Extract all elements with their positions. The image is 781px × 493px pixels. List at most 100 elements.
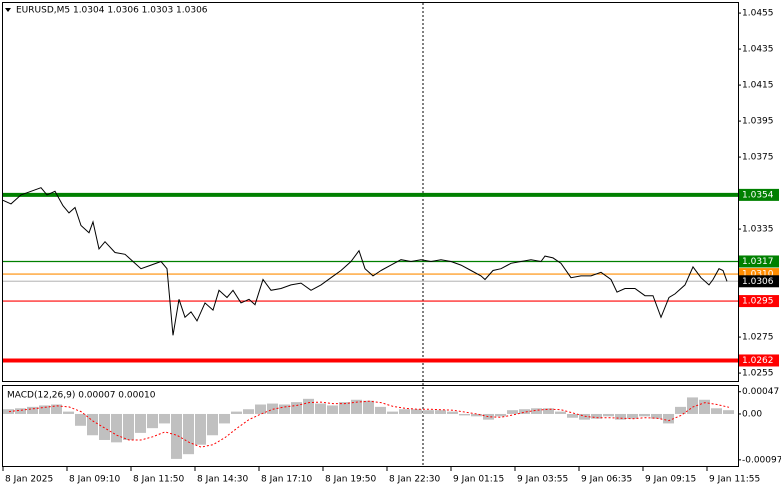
x-tick-label: 8 Jan 09:10 bbox=[69, 475, 121, 485]
x-tick-label: 9 Jan 03:55 bbox=[517, 475, 568, 485]
level-label-box bbox=[739, 188, 779, 201]
macd-bar bbox=[171, 413, 182, 459]
macd-bar bbox=[459, 413, 470, 416]
macd-bar bbox=[723, 410, 734, 414]
macd-bar bbox=[603, 413, 614, 417]
macd-bar bbox=[51, 404, 62, 414]
level-label: 1.0306 bbox=[742, 277, 774, 287]
macd-bar bbox=[531, 408, 542, 414]
price-line bbox=[2, 187, 728, 336]
macd-bar bbox=[615, 413, 626, 420]
macd-bar bbox=[39, 405, 50, 414]
y-tick-label: 1.0415 bbox=[742, 81, 774, 91]
x-tick-label: 8 Jan 14:30 bbox=[197, 475, 249, 485]
macd-bar bbox=[687, 397, 698, 414]
macd-bar bbox=[447, 411, 458, 414]
x-tick-label: 8 Jan 11:50 bbox=[133, 475, 185, 485]
y-tick-label: -0.00097 bbox=[742, 455, 781, 465]
y-tick-label: 1.0455 bbox=[742, 9, 774, 19]
macd-bar bbox=[123, 413, 134, 440]
macd-bar bbox=[387, 411, 398, 414]
macd-bar bbox=[291, 402, 302, 414]
macd-bar bbox=[279, 404, 290, 414]
x-tick-label: 9 Jan 01:15 bbox=[453, 475, 504, 485]
x-tick-label: 9 Jan 09:15 bbox=[645, 475, 696, 485]
level-label: 1.0354 bbox=[742, 190, 774, 200]
x-tick-label: 9 Jan 11:55 bbox=[709, 475, 760, 485]
level-label: 1.0317 bbox=[742, 257, 774, 267]
macd-bar bbox=[135, 413, 146, 433]
macd-bar bbox=[471, 413, 482, 417]
macd-bar bbox=[3, 409, 14, 414]
macd-bar bbox=[63, 411, 74, 414]
macd-bar bbox=[27, 406, 38, 414]
macd-bar bbox=[231, 411, 242, 414]
indicator-title: MACD(12,26,9) 0.00007 0.00010 bbox=[7, 391, 156, 401]
macd-bar bbox=[303, 398, 314, 414]
level-label-box bbox=[739, 354, 779, 367]
panel-menu-arrow[interactable] bbox=[5, 8, 11, 12]
macd-bar bbox=[363, 400, 374, 414]
x-tick-label: 8 Jan 19:50 bbox=[325, 475, 377, 485]
macd-bar bbox=[567, 413, 578, 418]
level-label: 1.0262 bbox=[742, 356, 774, 366]
macd-bar bbox=[711, 408, 722, 414]
macd-bar bbox=[651, 413, 662, 419]
macd-bar bbox=[327, 405, 338, 414]
macd-bar bbox=[159, 413, 170, 424]
macd-bar bbox=[663, 413, 674, 424]
level-label: 1.0310 bbox=[742, 270, 774, 280]
y-tick-label: 1.0435 bbox=[742, 45, 774, 55]
macd-bar bbox=[15, 408, 26, 414]
x-tick-label: 8 Jan 22:30 bbox=[389, 475, 441, 485]
level-label-box bbox=[739, 295, 779, 308]
y-tick-label: 0.00047 bbox=[742, 387, 779, 397]
macd-bar bbox=[87, 413, 98, 436]
macd-bar bbox=[375, 406, 386, 414]
macd-bar bbox=[483, 413, 494, 420]
chart-title: EURUSD,M5 1.0304 1.0306 1.0303 1.0306 bbox=[16, 6, 208, 16]
macd-bar bbox=[543, 408, 554, 414]
macd-bar bbox=[579, 413, 590, 420]
x-tick-label: 8 Jan 17:10 bbox=[261, 475, 313, 485]
y-tick-label: 1.0395 bbox=[742, 117, 774, 127]
x-tick-label: 8 Jan 2025 bbox=[5, 475, 53, 485]
macd-bar bbox=[315, 403, 326, 414]
macd-bar bbox=[627, 413, 638, 419]
level-label-box bbox=[739, 275, 779, 288]
macd-bar bbox=[99, 413, 110, 440]
macd-bar bbox=[519, 409, 530, 414]
macd-bar bbox=[339, 402, 350, 414]
macd-bar bbox=[423, 410, 434, 414]
macd-bar bbox=[411, 409, 422, 414]
macd-bar bbox=[675, 406, 686, 414]
macd-bar bbox=[195, 413, 206, 445]
level-label: 1.0295 bbox=[742, 297, 774, 307]
macd-bar bbox=[351, 399, 362, 414]
price-panel-frame bbox=[2, 2, 739, 382]
macd-bar bbox=[495, 413, 506, 417]
macd-panel-frame bbox=[2, 385, 739, 467]
y-tick-label: 1.0375 bbox=[742, 153, 774, 163]
macd-bar bbox=[183, 413, 194, 455]
macd-bar bbox=[219, 413, 230, 424]
y-tick-label: 1.0335 bbox=[742, 225, 774, 235]
y-tick-label: 1.0255 bbox=[742, 369, 774, 379]
x-tick-label: 9 Jan 06:35 bbox=[581, 475, 632, 485]
macd-bar bbox=[207, 413, 218, 436]
macd-bar bbox=[243, 409, 254, 414]
macd-bar bbox=[399, 409, 410, 414]
level-label-box bbox=[739, 255, 779, 268]
macd-bar bbox=[639, 413, 650, 417]
macd-bar bbox=[147, 413, 158, 429]
macd-bar bbox=[75, 413, 86, 426]
signal-line bbox=[8, 400, 730, 448]
macd-bar bbox=[699, 399, 710, 414]
y-tick-label: 0.00 bbox=[742, 409, 762, 419]
macd-bar bbox=[267, 403, 278, 414]
macd-bar bbox=[555, 411, 566, 414]
macd-bar bbox=[507, 410, 518, 414]
